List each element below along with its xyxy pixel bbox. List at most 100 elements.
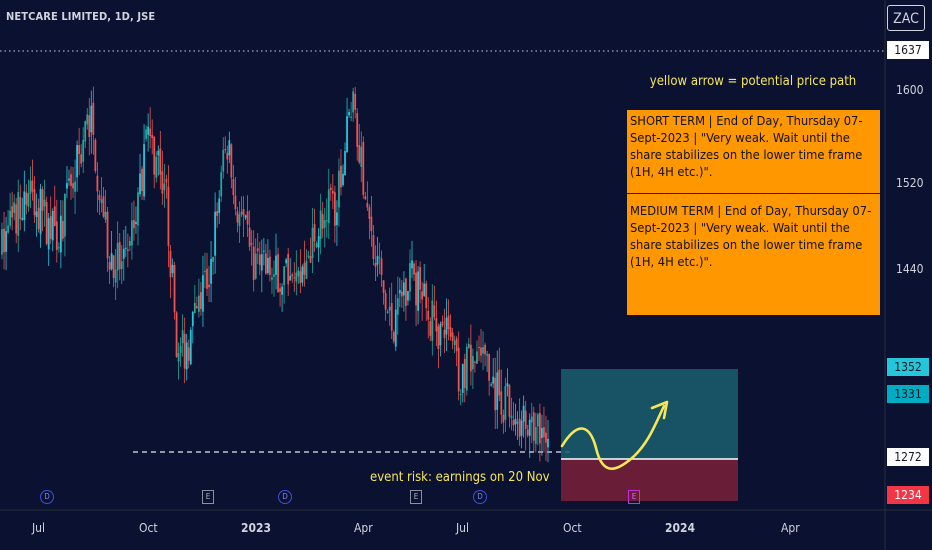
candle-body: [53, 206, 56, 226]
symbol-title: NETCARE LIMITED, 1D, JSE: [6, 10, 156, 23]
candle-body: [471, 356, 474, 370]
candle-body: [502, 414, 505, 423]
candle-body: [17, 192, 20, 236]
currency-selector[interactable]: ZAC: [887, 5, 925, 31]
candle-body: [447, 315, 450, 330]
candle-body: [226, 152, 229, 160]
candle-body: [155, 156, 158, 178]
candle-body: [476, 351, 478, 364]
candle-body: [402, 282, 405, 296]
candle-body: [413, 263, 415, 275]
candle-body: [5, 231, 7, 252]
candle-body: [453, 340, 456, 345]
candle-body: [433, 305, 436, 318]
candle-body: [254, 253, 257, 279]
candle-body: [378, 257, 381, 259]
candle-body: [338, 170, 340, 208]
price-path-legend: yellow arrow = potential price path: [649, 74, 857, 89]
candle-body: [348, 111, 350, 116]
profit-zone: [561, 369, 738, 459]
candle-body: [135, 221, 137, 224]
candle-body: [303, 262, 306, 275]
dividend-marker[interactable]: D: [278, 490, 292, 504]
candle-body: [212, 257, 214, 262]
candle-body: [545, 432, 547, 443]
candle-body: [417, 271, 419, 311]
candle-body: [86, 114, 89, 125]
candle-body: [474, 361, 476, 363]
candle-body: [368, 207, 371, 219]
candle-body: [23, 191, 26, 220]
candle-body: [382, 280, 385, 294]
candle-body: [520, 420, 523, 436]
candle-body: [344, 151, 346, 176]
candle-body: [13, 202, 16, 213]
candle-body: [78, 145, 81, 155]
candle-body: [131, 220, 133, 246]
candle-body: [218, 198, 221, 213]
dividend-marker[interactable]: D: [473, 490, 487, 504]
candle-body: [72, 183, 74, 189]
candle-body: [455, 338, 458, 352]
candle-body: [467, 343, 470, 348]
candle-body: [317, 236, 320, 248]
candle-body: [500, 391, 503, 415]
candle-body: [151, 135, 154, 138]
x-tick-label: Jul: [456, 521, 470, 535]
candle-body: [409, 263, 411, 292]
candle-body: [480, 347, 482, 356]
candle-body: [325, 220, 328, 222]
candle-body: [145, 129, 148, 140]
candle-body: [163, 183, 166, 191]
candle-body: [307, 255, 310, 258]
candle-body: [214, 211, 217, 256]
candle-body: [459, 393, 462, 395]
candle-body: [285, 259, 288, 264]
price-tag-high: 1637: [887, 41, 929, 59]
candle-body: [108, 262, 111, 270]
candle-body: [281, 286, 284, 295]
candle-body: [311, 227, 314, 259]
candle-body: [57, 247, 60, 249]
dividend-marker[interactable]: D: [40, 490, 54, 504]
x-tick-label: Oct: [139, 521, 158, 535]
candle-body: [291, 274, 294, 277]
candle-body: [358, 144, 361, 163]
candle-body: [431, 300, 434, 341]
candle-body: [175, 312, 178, 357]
candle-body: [167, 186, 170, 246]
candle-body: [19, 197, 22, 219]
candle-body: [336, 212, 338, 226]
candle-body: [236, 211, 239, 223]
candle-body: [161, 171, 164, 194]
loss-zone: [561, 459, 738, 501]
candle-body: [451, 332, 454, 341]
candle-body: [541, 428, 543, 438]
candle-body: [293, 277, 296, 279]
earnings-marker[interactable]: E: [410, 490, 422, 504]
candle-body: [297, 270, 300, 277]
candle-body: [59, 215, 62, 253]
candle-body: [74, 181, 76, 192]
candle-body: [441, 321, 444, 326]
y-tick-label: 1440: [896, 262, 924, 276]
candle-body: [305, 260, 308, 279]
upcoming-earnings-marker[interactable]: E: [628, 490, 640, 504]
candle-body: [457, 347, 460, 392]
candle-body: [354, 93, 357, 110]
x-tick-label: Apr: [354, 521, 373, 535]
candle-body: [465, 346, 468, 391]
candle-body: [405, 278, 407, 306]
candle-body: [484, 344, 486, 355]
candle-body: [153, 136, 156, 175]
earnings-marker[interactable]: E: [202, 490, 214, 504]
candle-body: [185, 342, 188, 370]
candle-body: [380, 258, 383, 275]
candle-body: [228, 140, 231, 156]
price-path-arrowhead: [650, 400, 669, 420]
candle-body: [51, 210, 54, 241]
price-tag-stop: 1234: [887, 486, 929, 504]
candle-body: [120, 261, 123, 270]
candle-body: [82, 139, 85, 162]
